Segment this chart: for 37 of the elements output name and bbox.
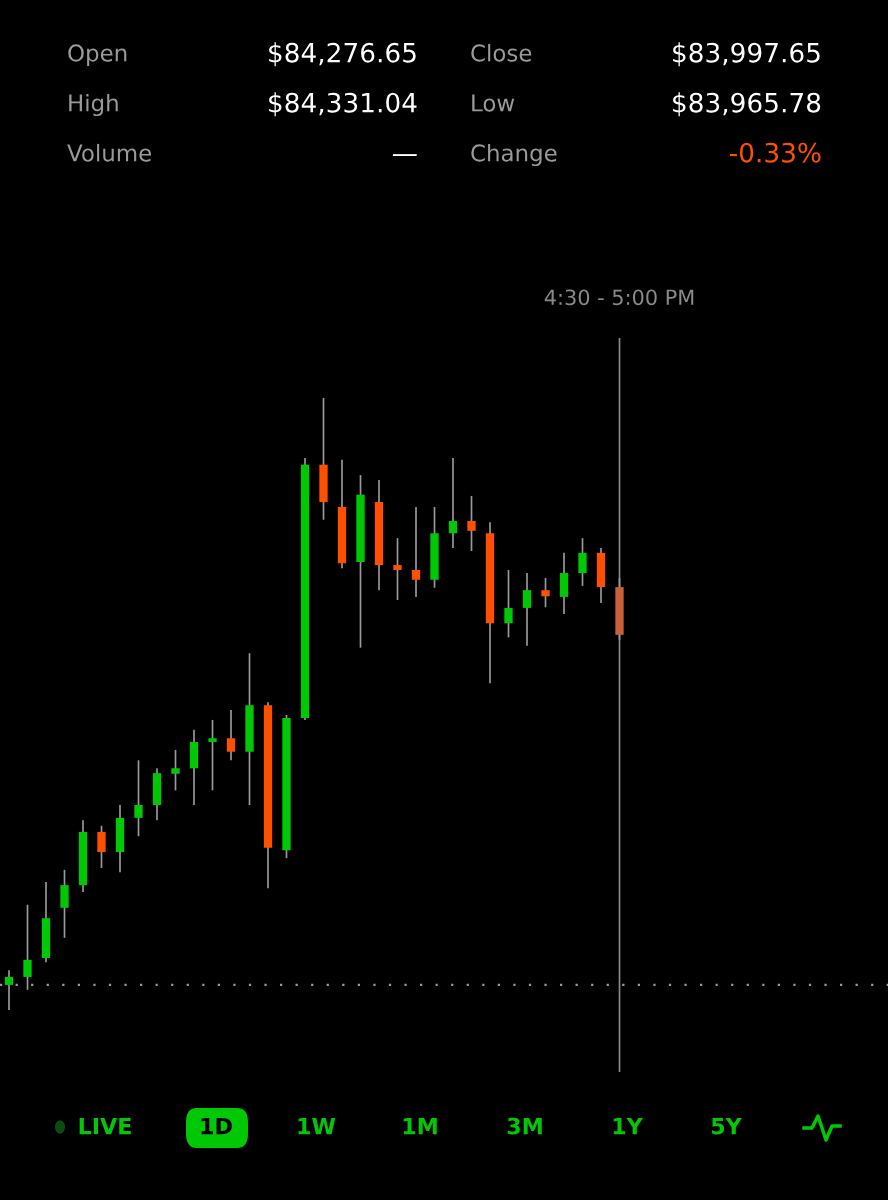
candlestick <box>578 537 587 587</box>
candlestick <box>134 759 143 838</box>
text: 3M <box>507 1117 542 1135</box>
candlestick <box>23 903 32 991</box>
text: $84,276.65 <box>269 42 416 67</box>
text: 5Y <box>711 1117 742 1135</box>
candlestick <box>504 569 513 639</box>
text: 4:30 - 5:00 PM <box>544 289 694 306</box>
text: — <box>392 154 417 156</box>
text: 1Y <box>613 1117 643 1135</box>
candlestick <box>171 749 180 792</box>
text: $83,965.78 <box>673 92 821 117</box>
candlestick <box>411 506 421 598</box>
candlestick <box>226 709 236 762</box>
text: 1W <box>298 1117 336 1135</box>
text: High <box>69 93 118 117</box>
candlestick <box>522 572 532 647</box>
text: -0.33% <box>729 142 821 163</box>
text: Change <box>471 143 557 167</box>
candlestick <box>393 537 402 601</box>
candlestick <box>208 719 217 792</box>
text: 1M <box>403 1117 437 1135</box>
candlestick <box>60 869 69 939</box>
text: Close <box>471 43 532 62</box>
candlestick <box>467 495 476 552</box>
text: Low <box>472 94 515 112</box>
text: $84,331.04 <box>269 92 417 117</box>
candlestick <box>97 824 106 869</box>
text: $83,997.65 <box>673 42 820 67</box>
text: Volume <box>67 143 152 162</box>
candlestick <box>448 457 458 549</box>
text: 1D <box>201 1117 232 1135</box>
text: Open <box>68 44 127 67</box>
candlestick <box>541 577 550 609</box>
candlestick <box>559 552 569 615</box>
candlestick <box>4 969 14 1011</box>
text: LIVE <box>79 1117 131 1135</box>
